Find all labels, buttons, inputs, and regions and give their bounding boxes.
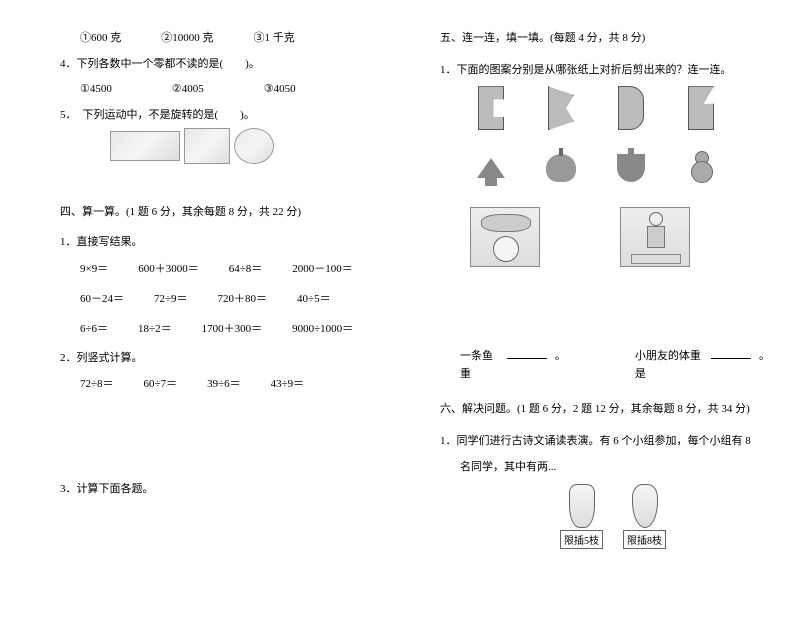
q4-num: 4．: [60, 58, 77, 70]
calc1c: 64÷8＝: [229, 260, 263, 276]
calc3b: 18÷2＝: [138, 320, 172, 336]
calc2b: 72÷9＝: [154, 290, 188, 306]
q5-images: [60, 128, 274, 164]
vertd: 43÷9＝: [271, 375, 305, 391]
floor-scale-icon: [631, 254, 681, 264]
abacus-image: [110, 131, 180, 161]
section5-title: 五、连一连，填一填。(每题 4 分，共 8 分): [440, 30, 770, 48]
scale-dial-icon: [493, 236, 519, 262]
vase2-icon: [632, 484, 658, 528]
vertb: 60÷7＝: [144, 375, 178, 391]
calc2d: 40÷5＝: [297, 290, 331, 306]
q4-text: 下列各数中一个零都不读的是( )。: [77, 58, 260, 70]
apple-shape: [540, 147, 582, 189]
calc1a: 9×9＝: [80, 260, 108, 276]
q4: 4．下列各数中一个零都不读的是( )。: [60, 56, 370, 74]
calc3a: 6÷6＝: [80, 320, 108, 336]
q4-opt-a: ①4500: [80, 81, 112, 99]
fold-shape-4: [680, 87, 722, 129]
q5-text: 下列运动中，不是旋转的是( )。: [83, 107, 255, 125]
fold-shape-3: [610, 87, 652, 129]
spade-shape: [610, 147, 652, 189]
fold-shape-1: [470, 87, 512, 129]
kid-scale-image: [620, 207, 690, 267]
weigh-images: [440, 207, 770, 267]
fish-icon: [481, 214, 531, 232]
fish-blank[interactable]: [507, 347, 547, 359]
calc3c: 1700＋300＝: [202, 320, 263, 336]
calc1b: 600＋3000＝: [138, 260, 199, 276]
vase1-label: 限插5枝: [560, 530, 603, 549]
fan-image: [234, 128, 274, 164]
section4-title: 四、算一算。(1 题 6 分，其余每题 8 分，共 22 分): [60, 204, 370, 222]
verta: 72÷8＝: [80, 375, 114, 391]
door-image: [184, 128, 230, 164]
left-column: ①600 克 ②10000 克 ③1 千克 4．下列各数中一个零都不读的是( )…: [0, 0, 400, 635]
s4-2: 2．列竖式计算。: [60, 350, 370, 368]
s6-1a: 1．同学们进行古诗文诵读表演。有 6 个小组参加，每个小组有 8: [440, 433, 770, 451]
s6-1b: 名同学，其中有两...: [440, 459, 770, 477]
q4-options: ①4500 ②4005 ③4050: [60, 81, 370, 99]
kid-blank[interactable]: [711, 347, 751, 359]
gourd-shape: [680, 147, 722, 189]
kid-label: 小朋友的体重是: [635, 348, 703, 383]
section6-title: 六、解决问题。(1 题 6 分，2 题 12 分，其余每题 8 分，共 34 分…: [440, 401, 770, 419]
vase1-icon: [569, 484, 595, 528]
vase-row: 限插5枝 限插8枝: [440, 484, 770, 549]
kid-head-icon: [649, 212, 663, 226]
s4-1: 1．直接写结果。: [60, 234, 370, 252]
q5-num: 5．: [60, 107, 77, 125]
calc1d: 2000－100＝: [292, 260, 353, 276]
s4-3: 3．计算下面各题。: [60, 481, 370, 499]
fold-shape-2: [540, 87, 582, 129]
q4-opt-b: ②4005: [172, 81, 204, 99]
q3-options: ①600 克 ②10000 克 ③1 千克: [60, 30, 370, 48]
right-column: 五、连一连，填一填。(每题 4 分，共 8 分) 1．下面的图案分别是从哪张纸上…: [400, 0, 800, 635]
calc-row-1: 9×9＝ 600＋3000＝ 64÷8＝ 2000－100＝: [60, 260, 370, 276]
result-shapes-row: [440, 147, 770, 189]
calc2c: 720＋80＝: [218, 290, 268, 306]
calc-row-3: 6÷6＝ 18÷2＝ 1700＋300＝ 9000÷1000＝: [60, 320, 370, 336]
vert-row: 72÷8＝ 60÷7＝ 39÷6＝ 43÷9＝: [60, 375, 370, 391]
q3-opt-b: ②10000 克: [161, 30, 213, 48]
fish-label: 一条鱼重: [460, 348, 499, 383]
fold-shapes-row: [440, 87, 770, 129]
calc2a: 60－24＝: [80, 290, 124, 306]
q3-opt-a: ①600 克: [80, 30, 121, 48]
calc3d: 9000÷1000＝: [292, 320, 353, 336]
q4-opt-c: ③4050: [264, 81, 296, 99]
arrow-shape: [470, 147, 512, 189]
s5-1: 1．下面的图案分别是从哪张纸上对折后剪出来的？连一连。: [440, 62, 770, 80]
q3-opt-c: ③1 千克: [254, 30, 295, 48]
vase2-label: 限插8枝: [623, 530, 666, 549]
vase-2: 限插8枝: [623, 484, 666, 549]
q5: 5． 下列运动中，不是旋转的是( )。: [60, 107, 370, 125]
vase-1: 限插5枝: [560, 484, 603, 549]
vertc: 39÷6＝: [207, 375, 241, 391]
kid-period: 。: [759, 348, 770, 366]
fill-blank-row: 一条鱼重 。 小朋友的体重是 。: [440, 347, 770, 383]
calc-row-2: 60－24＝ 72÷9＝ 720＋80＝ 40÷5＝: [60, 290, 370, 306]
fish-period: 。: [555, 348, 566, 366]
kid-body-icon: [647, 226, 665, 248]
fish-scale-image: [470, 207, 540, 267]
